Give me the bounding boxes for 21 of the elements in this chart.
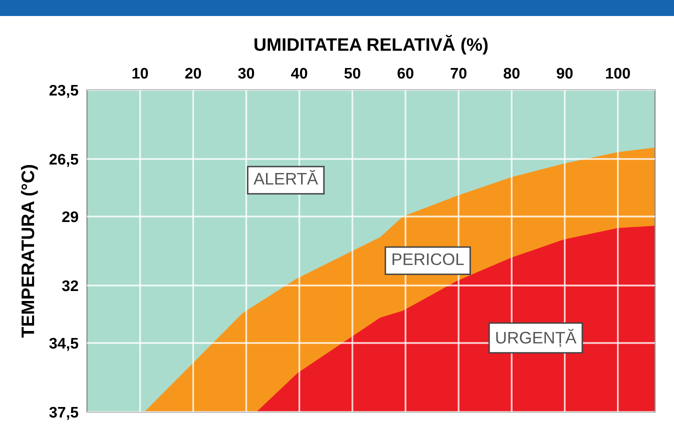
- x-tick-label: 70: [450, 68, 466, 79]
- x-tick-label: 30: [238, 68, 254, 79]
- y-tick-label: 32: [62, 280, 78, 292]
- series-label: URGENȚĂ: [496, 328, 576, 347]
- series-label: PERICOL: [392, 253, 464, 266]
- x-tick-label: 40: [291, 68, 308, 79]
- y-tick-label: 37,5: [49, 406, 78, 420]
- y-axis-title: TEMPERATURA (°C): [20, 165, 38, 338]
- x-tick-label: 50: [344, 68, 360, 79]
- x-tick-label: 20: [185, 68, 202, 79]
- y-tick-label: 26,5: [49, 154, 78, 167]
- x-tick-label: 90: [556, 68, 573, 79]
- x-tick-label: 100: [606, 68, 630, 79]
- x-axis-title: UMIDITATEA RELATIVĂ (%): [254, 34, 488, 55]
- x-tick-label: 10: [132, 68, 148, 79]
- y-tick-label: 34,5: [49, 338, 78, 351]
- y-tick-label: 29: [62, 211, 78, 222]
- y-tick-label: 23,5: [49, 84, 78, 98]
- x-tick-label: 80: [504, 68, 520, 79]
- x-tick-label: 60: [398, 68, 414, 79]
- series-label: ALERTĂ: [254, 170, 318, 184]
